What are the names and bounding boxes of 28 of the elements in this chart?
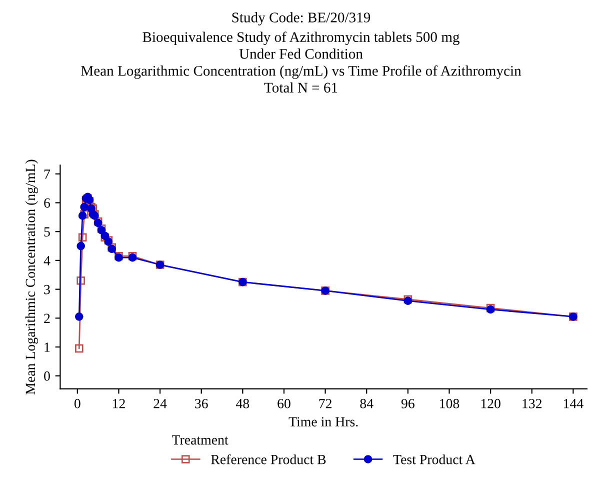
x-tick-label: 96 bbox=[401, 398, 414, 408]
chart-title: Study Code: BE/20/319 bbox=[232, 12, 370, 26]
x-tick-label: 108 bbox=[440, 398, 460, 408]
legend-title: Treatment bbox=[172, 435, 228, 445]
y-tick-label: 1 bbox=[44, 342, 50, 352]
x-tick-label: 84 bbox=[360, 398, 374, 408]
x-tick-label: 132 bbox=[522, 398, 542, 408]
legend-label: Test Product A bbox=[393, 454, 476, 464]
y-tick-label: 2 bbox=[44, 314, 50, 323]
chart-subtitle: Bioequivalence Study of Azithromycin tablets 500 mg Under Fed Condition Mean Logarithmic Concentration (ng/mL) vs Time Profile of Azithromycin Total N = 61 bbox=[81, 32, 522, 93]
x-tick-label: 36 bbox=[195, 398, 208, 408]
x-tick-label: 0 bbox=[74, 398, 80, 408]
x-tick-label: 24 bbox=[154, 398, 167, 408]
y-tick-label: 6 bbox=[44, 198, 50, 208]
x-tick-label: 120 bbox=[481, 398, 500, 408]
x-tick-label: 72 bbox=[319, 398, 332, 408]
y-axis-title: Mean Logarithmic Concentration (ng/mL) bbox=[25, 160, 38, 394]
x-tick-label: 60 bbox=[278, 398, 290, 408]
y-tick-label: 4 bbox=[44, 256, 50, 266]
y-tick-label: 0 bbox=[44, 371, 50, 381]
y-tick-label: 7 bbox=[44, 170, 50, 179]
y-tick-label: 3 bbox=[44, 284, 50, 294]
x-axis-title: Time in Hrs. bbox=[288, 417, 358, 427]
legend-label: Reference Product B bbox=[211, 454, 326, 464]
x-tick-label: 12 bbox=[113, 398, 125, 408]
x-tick-label: 144 bbox=[564, 398, 584, 408]
x-tick-label: 48 bbox=[236, 398, 250, 408]
y-tick-label: 5 bbox=[44, 227, 50, 237]
